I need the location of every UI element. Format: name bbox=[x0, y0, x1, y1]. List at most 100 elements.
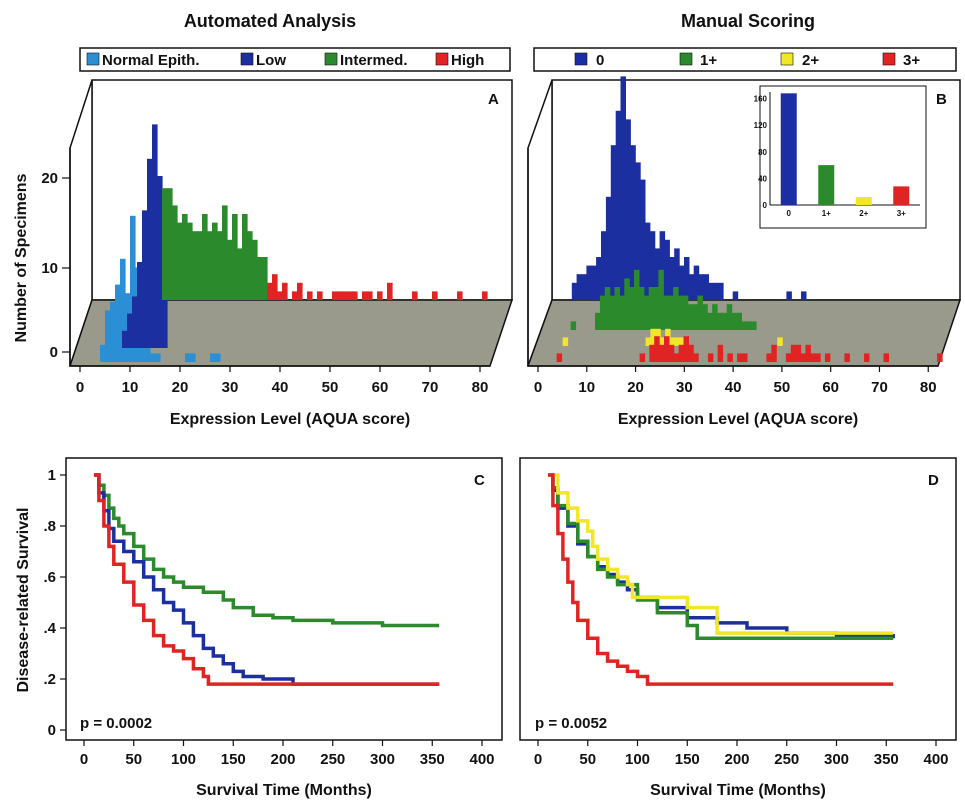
bar-normal-epith- bbox=[215, 353, 221, 362]
bar-3- bbox=[639, 353, 646, 362]
bar-1- bbox=[751, 321, 757, 330]
legend-box-automated bbox=[79, 47, 511, 72]
bar-high bbox=[277, 291, 283, 300]
bar-1- bbox=[663, 295, 669, 330]
curve-intermed- bbox=[94, 473, 440, 628]
bar-normal-epith- bbox=[115, 284, 121, 362]
bar-high bbox=[432, 291, 438, 300]
bar-high bbox=[267, 282, 273, 300]
bar-1- bbox=[721, 312, 728, 330]
curve-3- bbox=[548, 473, 894, 686]
panel-d-xlabel: Survival Time (Months) bbox=[650, 782, 826, 799]
bar-2- bbox=[645, 337, 652, 346]
bar-1- bbox=[614, 287, 620, 330]
x-tick-label: 250 bbox=[774, 751, 799, 768]
bar-intermed- bbox=[167, 188, 173, 300]
bar-3- bbox=[659, 344, 665, 362]
bar-1- bbox=[619, 295, 625, 330]
bar-intermed- bbox=[187, 222, 193, 300]
bar-0 bbox=[786, 291, 792, 300]
x-tick-label: 70 bbox=[871, 379, 888, 396]
bar-0 bbox=[669, 257, 675, 300]
panel-a-xlabel: Expression Level (AQUA score) bbox=[170, 411, 410, 428]
bar-high bbox=[292, 291, 298, 300]
bar-0 bbox=[708, 282, 714, 300]
x-tick-label: 60 bbox=[372, 379, 389, 396]
bar-1- bbox=[682, 295, 689, 330]
bar-high bbox=[367, 291, 373, 300]
bar-intermed- bbox=[172, 205, 178, 300]
bar-0 bbox=[605, 196, 612, 300]
bar-1- bbox=[604, 287, 611, 330]
bar-3- bbox=[785, 353, 792, 362]
bar-low bbox=[157, 176, 163, 348]
bar-1- bbox=[692, 304, 699, 330]
legend-label-0: 0 bbox=[596, 52, 604, 69]
bar-1- bbox=[731, 312, 738, 330]
panel-b-xlabel: Expression Level (AQUA score) bbox=[618, 411, 858, 428]
bar-3- bbox=[673, 353, 680, 362]
bar-intermed- bbox=[217, 231, 223, 300]
inset-y-tick-label: 80 bbox=[758, 148, 767, 157]
x-tick-label: 30 bbox=[222, 379, 239, 396]
bar-1- bbox=[634, 269, 640, 330]
bar-3- bbox=[937, 353, 943, 362]
x-tick-label: 400 bbox=[923, 751, 948, 768]
inset-x-tick-label: 0 bbox=[787, 209, 792, 218]
panel-c-pvalue: p = 0.0002 bbox=[80, 715, 152, 732]
legend-label-low: Low bbox=[256, 52, 286, 69]
bar-1- bbox=[658, 269, 664, 330]
bar-0 bbox=[801, 291, 807, 300]
bar-0 bbox=[586, 265, 592, 300]
legend-swatch-0 bbox=[574, 52, 588, 66]
bar-intermed- bbox=[262, 257, 268, 300]
bar-normal-epith- bbox=[145, 344, 151, 362]
bar-3- bbox=[824, 353, 831, 362]
x-tick-label: 150 bbox=[221, 751, 246, 768]
legend-swatch-1plus bbox=[679, 52, 693, 66]
x-tick-label: 20 bbox=[172, 379, 189, 396]
panel-b-ticks: 0 10 20 30 40 50 60 70 80 bbox=[534, 366, 937, 396]
legend-label-2plus: 2+ bbox=[802, 52, 819, 69]
bar-intermed- bbox=[242, 214, 248, 300]
bar-high bbox=[482, 291, 488, 300]
bar-3- bbox=[790, 344, 797, 362]
bar-3- bbox=[810, 353, 816, 362]
title-manual-scoring: Manual Scoring bbox=[681, 11, 815, 31]
inset-bar bbox=[818, 165, 835, 205]
x-tick-label: 10 bbox=[122, 379, 139, 396]
bar-0 bbox=[581, 274, 587, 300]
y-tick-label: .4 bbox=[43, 620, 56, 637]
bar-0 bbox=[620, 76, 626, 301]
bar-intermed- bbox=[257, 257, 263, 300]
panel-d-frame bbox=[519, 457, 957, 741]
bar-intermed- bbox=[177, 222, 183, 300]
bar-high bbox=[272, 274, 278, 300]
legend-swatch-normal bbox=[86, 52, 100, 66]
panel-d-ticks: 0 50 100 150 200 250 300 350 400 bbox=[534, 740, 949, 768]
bar-1- bbox=[648, 287, 655, 330]
inset-chart: 0 1+ 2+ 3+ 0 40 80 120 160 bbox=[754, 85, 927, 229]
bar-3- bbox=[795, 344, 802, 362]
inset-x-tick-label: 3+ bbox=[897, 209, 906, 218]
bar-low bbox=[142, 210, 148, 348]
legend-label-3plus: 3+ bbox=[903, 52, 920, 69]
x-tick-label: 70 bbox=[422, 379, 439, 396]
bar-0 bbox=[625, 119, 631, 301]
inset-y-tick-label: 0 bbox=[763, 201, 768, 210]
bar-1- bbox=[712, 304, 718, 330]
bar-0 bbox=[571, 282, 578, 300]
panel-label-d: D bbox=[928, 472, 939, 489]
bar-intermed- bbox=[207, 231, 213, 300]
bar-low bbox=[132, 296, 138, 348]
bar-low bbox=[127, 313, 133, 348]
bar-3- bbox=[688, 344, 694, 362]
x-tick-label: 20 bbox=[627, 379, 644, 396]
x-tick-label: 80 bbox=[920, 379, 937, 396]
inset-x-tick-label: 1+ bbox=[822, 209, 831, 218]
panel-c-frame bbox=[65, 457, 503, 741]
x-tick-label: 200 bbox=[724, 751, 749, 768]
bar-intermed- bbox=[247, 231, 253, 300]
bar-0 bbox=[649, 231, 656, 300]
title-automated-analysis: Automated Analysis bbox=[184, 11, 356, 31]
